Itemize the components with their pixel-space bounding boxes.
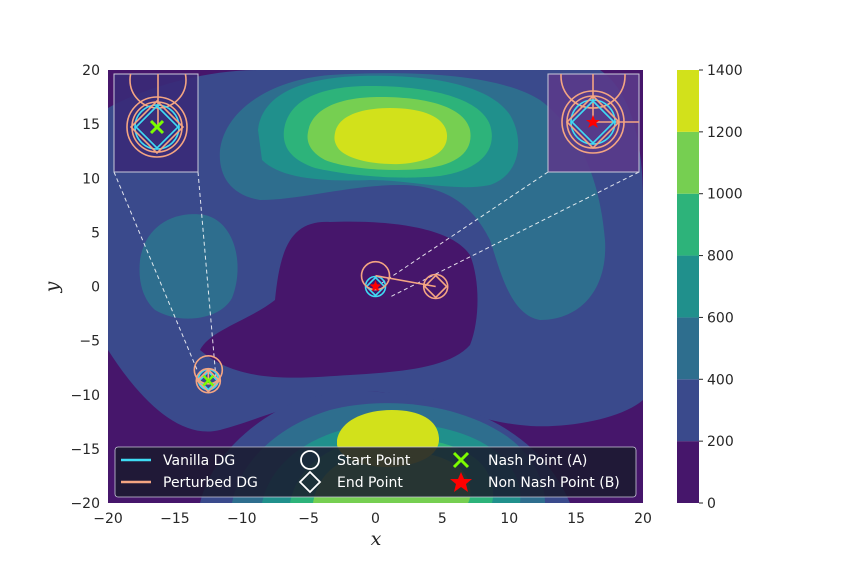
legend-vanilla-label: Vanilla DG bbox=[163, 453, 235, 469]
end-point-marker bbox=[196, 368, 221, 393]
y-axis-label: y bbox=[41, 281, 63, 293]
colorbar-tick-label: 1200 bbox=[707, 125, 743, 141]
colorbar-segment bbox=[677, 379, 699, 442]
x-axis-ticks: −20 −15 −10 −5 0 5 10 15 20 bbox=[93, 511, 652, 527]
x-tick-label: −10 bbox=[227, 511, 257, 527]
inset-nash-point bbox=[113, 73, 199, 173]
y-tick-label: 10 bbox=[82, 171, 100, 187]
legend-perturbed-label: Perturbed DG bbox=[163, 475, 258, 491]
legend-non-nash-label: Non Nash Point (B) bbox=[488, 475, 620, 491]
colorbar-segment bbox=[677, 441, 699, 503]
end-point-marker bbox=[198, 370, 219, 391]
legend-non-nash-marker bbox=[450, 472, 472, 492]
non-nash-point-marker bbox=[369, 280, 382, 292]
y-axis-ticks: −20 −15 −10 −5 0 5 10 15 20 bbox=[70, 63, 100, 512]
colorbar-tick-label: 200 bbox=[707, 434, 734, 450]
x-tick-label: 15 bbox=[567, 511, 585, 527]
x-tick-label: −15 bbox=[160, 511, 190, 527]
x-tick-label: 10 bbox=[500, 511, 518, 527]
colorbar-segment bbox=[677, 70, 699, 132]
x-tick-label: −20 bbox=[93, 511, 123, 527]
inset-connectors bbox=[113, 171, 640, 391]
y-tick-label: 0 bbox=[91, 280, 100, 296]
trajectory-markers bbox=[193, 260, 449, 394]
x-tick-label: 5 bbox=[438, 511, 447, 527]
colorbar-tick-label: 0 bbox=[707, 496, 716, 512]
legend-end-label: End Point bbox=[337, 475, 403, 491]
colorbar-tick-label: 400 bbox=[707, 372, 734, 388]
start-point-marker bbox=[193, 355, 224, 385]
x-tick-label: 20 bbox=[634, 511, 652, 527]
legend-start-marker bbox=[300, 450, 320, 470]
contour-level-6 bbox=[334, 108, 448, 165]
y-tick-label: 20 bbox=[82, 63, 100, 79]
x-tick-label: 0 bbox=[371, 511, 380, 527]
legend-nash-label: Nash Point (A) bbox=[488, 453, 587, 469]
contour-level-2b bbox=[139, 214, 238, 319]
end-point-marker bbox=[365, 276, 386, 297]
colorbar: 0 200 400 600 800 1000 1200 1400 bbox=[677, 63, 743, 512]
legend-end-marker bbox=[298, 470, 322, 494]
y-tick-label: −10 bbox=[70, 388, 100, 404]
colorbar-tick-label: 800 bbox=[707, 249, 734, 265]
legend-nash-marker bbox=[452, 451, 470, 469]
y-tick-label: 5 bbox=[91, 225, 100, 241]
colorbar-tick-label: 600 bbox=[707, 310, 734, 326]
x-axis-label: x bbox=[371, 528, 382, 550]
x-tick-label: −5 bbox=[298, 511, 319, 527]
colorbar-segment bbox=[677, 255, 699, 318]
colorbar-tick-label: 1000 bbox=[707, 187, 743, 203]
legend-start-label: Start Point bbox=[337, 453, 411, 469]
contour-basin bbox=[200, 221, 478, 378]
start-point-marker bbox=[360, 260, 391, 291]
colorbar-tick-label: 1400 bbox=[707, 63, 743, 79]
end-point-marker bbox=[423, 274, 448, 299]
colorbar-segment bbox=[677, 193, 699, 256]
legend: Vanilla DG Perturbed DG Start Point End … bbox=[114, 446, 637, 498]
inset-non-nash-point bbox=[547, 73, 640, 173]
colorbar-segment bbox=[677, 131, 699, 194]
y-tick-label: 15 bbox=[82, 117, 100, 133]
y-tick-label: −15 bbox=[70, 442, 100, 458]
nash-point-marker bbox=[202, 374, 215, 387]
y-tick-label: −5 bbox=[79, 334, 100, 350]
colorbar-segment bbox=[677, 317, 699, 380]
y-tick-label: −20 bbox=[70, 496, 100, 512]
